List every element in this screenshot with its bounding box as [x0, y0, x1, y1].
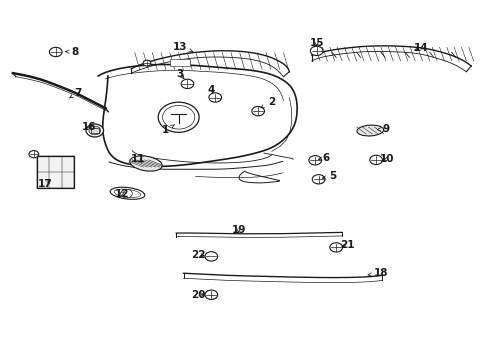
Text: 8: 8 [65, 46, 78, 57]
Text: 14: 14 [413, 43, 427, 53]
Text: 13: 13 [173, 42, 192, 52]
Circle shape [158, 102, 199, 132]
Circle shape [89, 126, 101, 135]
FancyBboxPatch shape [170, 59, 189, 66]
Circle shape [181, 79, 193, 89]
Text: 7: 7 [70, 88, 81, 98]
Circle shape [310, 46, 323, 55]
Ellipse shape [114, 189, 141, 198]
Text: 15: 15 [309, 38, 323, 48]
Text: 16: 16 [82, 122, 97, 132]
Text: 10: 10 [379, 154, 393, 164]
Circle shape [204, 252, 217, 261]
Text: 6: 6 [318, 153, 329, 163]
Circle shape [308, 156, 321, 165]
Circle shape [204, 290, 217, 300]
Text: 5: 5 [322, 171, 336, 181]
Text: 19: 19 [231, 225, 245, 235]
Text: 21: 21 [340, 240, 354, 250]
Text: 4: 4 [207, 85, 215, 95]
Ellipse shape [129, 156, 162, 171]
Circle shape [208, 93, 221, 102]
Circle shape [329, 243, 342, 252]
Text: 1: 1 [162, 125, 174, 135]
Ellipse shape [110, 187, 144, 199]
Text: 17: 17 [38, 179, 53, 189]
Text: 11: 11 [131, 154, 145, 164]
Ellipse shape [356, 125, 383, 136]
Circle shape [86, 124, 103, 137]
Circle shape [312, 175, 325, 184]
Text: 18: 18 [367, 268, 387, 278]
Text: 9: 9 [376, 124, 388, 134]
Text: 20: 20 [190, 290, 205, 300]
FancyBboxPatch shape [37, 156, 74, 188]
Circle shape [29, 150, 39, 158]
Circle shape [49, 47, 62, 57]
Text: 3: 3 [176, 69, 183, 79]
Text: 12: 12 [114, 189, 129, 199]
Text: 22: 22 [190, 250, 205, 260]
Text: 2: 2 [260, 97, 274, 108]
Circle shape [369, 155, 382, 165]
Circle shape [251, 107, 264, 116]
Circle shape [143, 60, 151, 66]
